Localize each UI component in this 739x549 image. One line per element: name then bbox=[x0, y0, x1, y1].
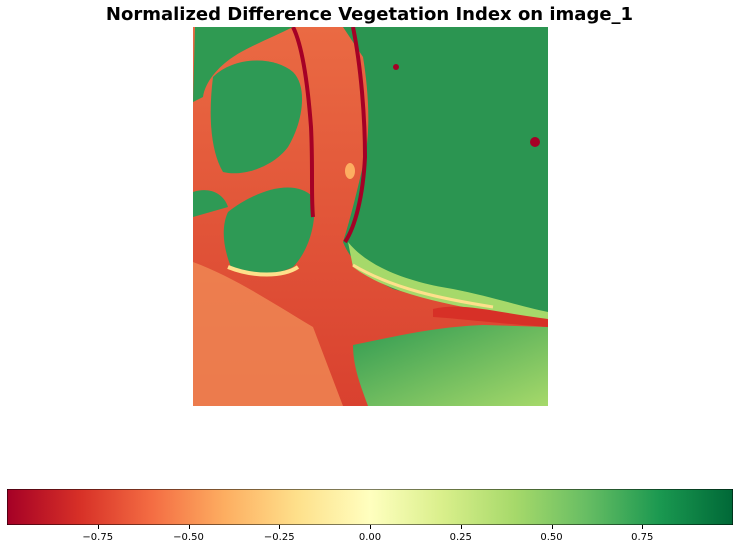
colorbar-tick-mark bbox=[551, 525, 553, 529]
colorbar-gradient bbox=[7, 489, 733, 525]
peninsula-left bbox=[193, 27, 293, 102]
lake-dot bbox=[530, 137, 540, 147]
colorbar-ticks: −0.75 −0.50 −0.25 0.00 0.25 0.50 0.75 bbox=[7, 525, 733, 549]
shoreline-yellow-2 bbox=[352, 263, 494, 309]
colorbar-tick-mark bbox=[460, 525, 462, 529]
east-mainland bbox=[343, 27, 548, 322]
city-area bbox=[353, 325, 548, 406]
colorbar-tick-label: 0.25 bbox=[449, 532, 472, 543]
colorbar bbox=[7, 489, 733, 525]
colorbar-tick-label: −0.75 bbox=[82, 532, 114, 543]
lake-small bbox=[345, 163, 355, 179]
colorbar-tick-label: −0.50 bbox=[173, 532, 204, 543]
urban-band bbox=[348, 242, 548, 322]
colorbar-tick-label: 0.75 bbox=[631, 532, 654, 543]
colorbar-tick-mark bbox=[370, 525, 371, 529]
figure-title: Normalized Difference Vegetation Index o… bbox=[105, 4, 634, 25]
lake-dot-2 bbox=[393, 64, 399, 70]
colorbar-tick-mark bbox=[97, 525, 99, 529]
west-land bbox=[193, 190, 228, 217]
colorbar-tick-label: 0.50 bbox=[540, 532, 563, 543]
shoreline-yellow bbox=[227, 265, 300, 277]
river-channel bbox=[433, 306, 548, 327]
colorbar-tick-mark bbox=[188, 525, 190, 529]
island-north bbox=[210, 60, 303, 174]
colorbar-tick-label: 0.00 bbox=[358, 532, 382, 543]
colorbar-tick-mark bbox=[279, 525, 281, 529]
ndvi-map-image bbox=[193, 27, 548, 406]
colorbar-tick-label: −0.25 bbox=[263, 532, 295, 543]
island-middle bbox=[223, 187, 315, 275]
channel-shore bbox=[291, 27, 315, 218]
channel-shore-east bbox=[343, 27, 368, 244]
colorbar-tick-mark bbox=[642, 525, 644, 529]
shallow-water bbox=[193, 262, 343, 406]
